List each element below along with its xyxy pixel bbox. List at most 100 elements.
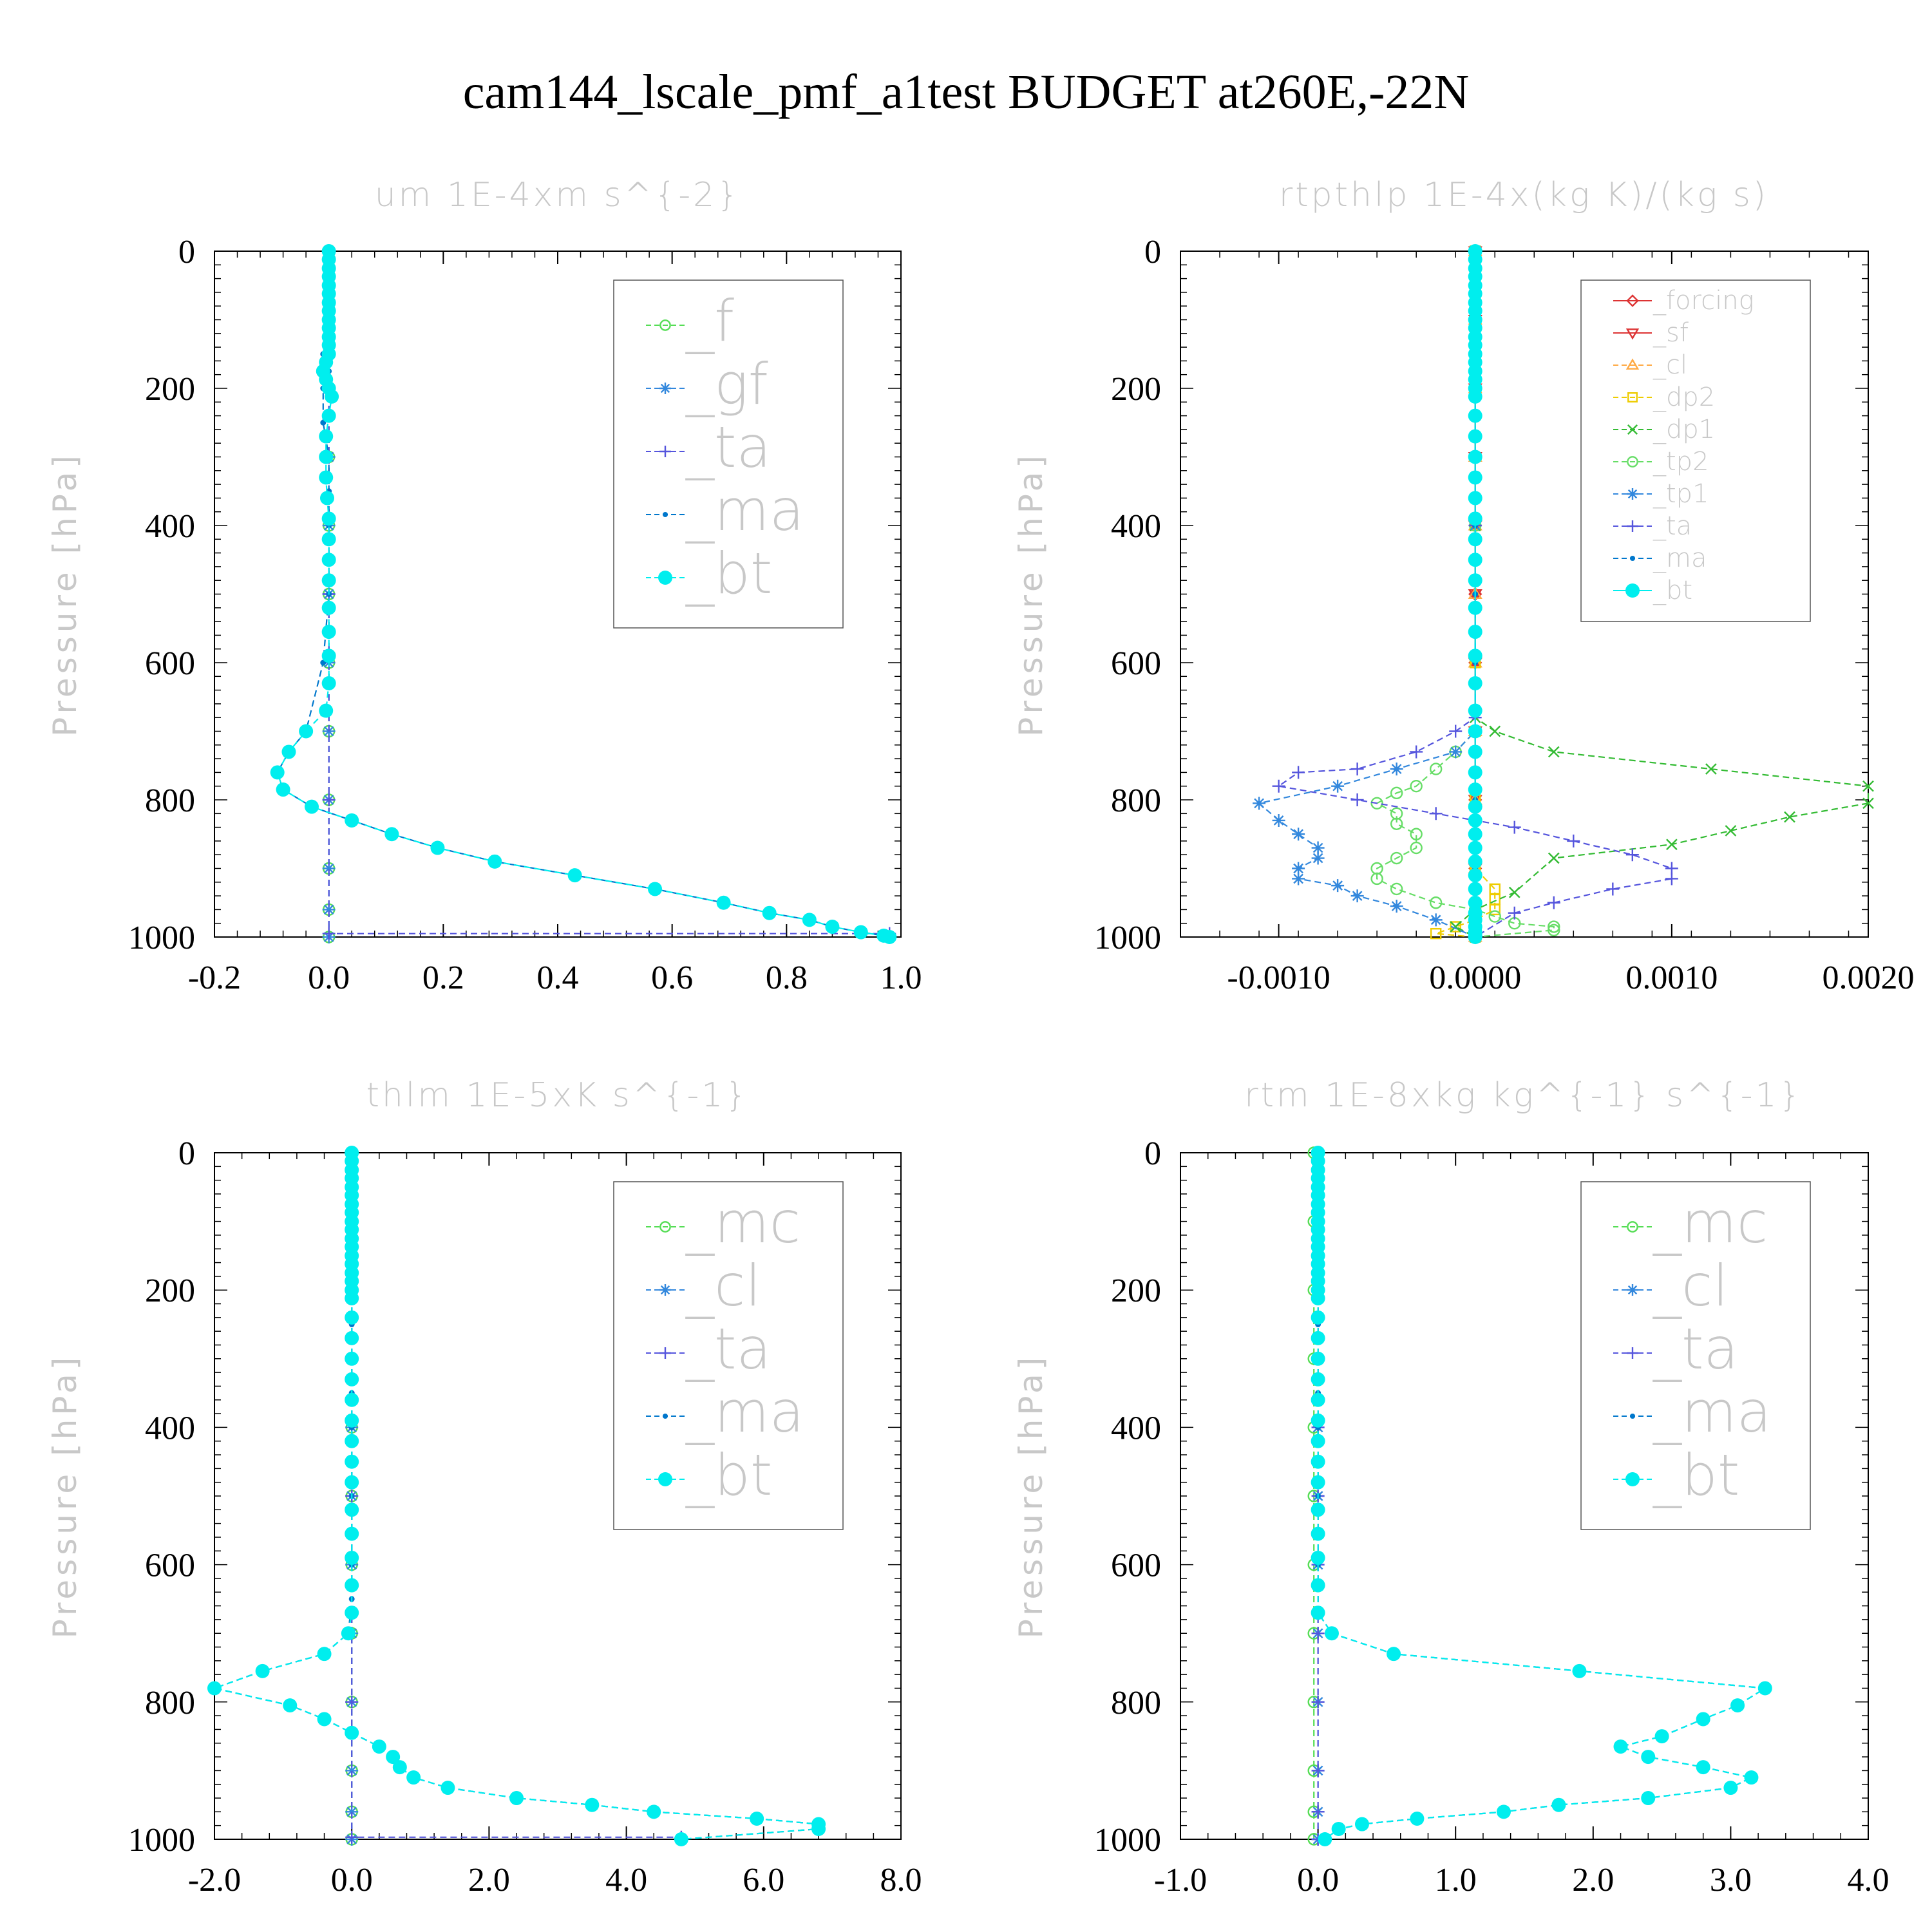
- data-point-tp1: [1390, 762, 1403, 776]
- data-point-bt: [1730, 1698, 1745, 1713]
- legend-marker-mc: [659, 1221, 671, 1233]
- data-point-tp1: [1292, 872, 1305, 886]
- data-point-bt: [345, 1310, 359, 1325]
- data-point-bt: [345, 1331, 359, 1345]
- data-point-bt: [1311, 1454, 1325, 1469]
- data-point-bt: [1468, 724, 1482, 739]
- data-point-bt: [509, 1791, 524, 1806]
- series-line-ma: [276, 251, 890, 938]
- y-tick-label: 200: [145, 371, 195, 408]
- data-point-bt: [321, 511, 336, 526]
- y-axis-label: Pressure [hPa]: [1012, 451, 1050, 737]
- data-point-tp2: [1429, 762, 1443, 775]
- legend-label: _ma: [1653, 544, 1707, 573]
- y-tick-label: 800: [145, 1685, 195, 1721]
- legend-marker-tp1: [1627, 488, 1638, 500]
- series-group: [207, 1146, 826, 1846]
- legend-label: _bt: [1653, 1442, 1739, 1508]
- data-point-bt: [345, 1502, 359, 1517]
- data-point-ta: [1272, 779, 1285, 793]
- legend-label: _mc: [1653, 1189, 1768, 1256]
- data-point-ta: [1508, 906, 1521, 920]
- data-point-bt: [319, 470, 334, 485]
- data-point-tp1: [1350, 889, 1364, 903]
- y-tick-label: 1000: [128, 1822, 195, 1859]
- legend-marker-tp2: [1627, 456, 1638, 468]
- data-point-bt: [345, 1550, 359, 1565]
- y-tick-label: 0: [178, 1135, 195, 1172]
- data-point-bt: [321, 573, 336, 588]
- y-tick-label: 600: [1111, 1548, 1161, 1584]
- data-point-bt: [317, 1712, 332, 1727]
- data-point-bt: [1468, 840, 1482, 855]
- x-tick-label: 0.0: [308, 960, 350, 996]
- legend-box: [1580, 279, 1811, 622]
- legend-marker-bt: [1625, 1472, 1640, 1486]
- data-point-bt: [1468, 408, 1482, 423]
- data-point-bt: [305, 799, 319, 814]
- x-tick-label: 3.0: [1710, 1862, 1752, 1899]
- legend-label: _ma: [1653, 1379, 1772, 1445]
- data-point-bt: [1551, 1797, 1566, 1812]
- legend-label: _ma: [685, 477, 804, 544]
- data-point-bt: [585, 1797, 600, 1812]
- legend-marker-ma: [1629, 555, 1636, 562]
- series-line-ma: [212, 1153, 820, 1841]
- x-tick-label: 1.0: [1435, 1862, 1477, 1899]
- data-point-bt: [1311, 1434, 1325, 1448]
- data-point-ta: [1449, 724, 1463, 738]
- data-point-dp1: [1666, 838, 1678, 851]
- series-line-bt: [1317, 1153, 1768, 1840]
- series-line-bt: [276, 251, 890, 938]
- y-tick-label: 800: [1111, 782, 1161, 819]
- data-point-bt: [321, 625, 336, 639]
- x-tick-label: 0.0010: [1625, 960, 1718, 996]
- data-point-bt: [1311, 1372, 1325, 1387]
- data-point-ta: [322, 793, 336, 806]
- data-point-bt: [321, 600, 336, 615]
- data-point-ta: [1311, 1695, 1325, 1709]
- data-point-bt: [750, 1812, 764, 1826]
- data-point-tp1: [1429, 913, 1443, 927]
- data-point-bt: [1468, 625, 1482, 639]
- legend-marker-forcing: [1626, 294, 1639, 307]
- x-tick-label: 2.0: [1572, 1862, 1614, 1899]
- legend-label: _f: [685, 288, 734, 354]
- data-point-bt: [1331, 1822, 1346, 1837]
- data-point-tp2: [1390, 817, 1403, 830]
- y-tick-label: 1000: [128, 920, 195, 956]
- legend-label: _ma: [685, 1379, 804, 1445]
- y-tick-label: 200: [1111, 371, 1161, 408]
- data-point-bt: [1757, 1681, 1772, 1696]
- data-point-bt: [341, 1626, 355, 1641]
- data-point-tp1: [1390, 900, 1403, 913]
- legend-label: _ta: [1653, 511, 1692, 541]
- data-point-bt: [1744, 1770, 1759, 1785]
- series-group: [1253, 243, 1874, 945]
- data-point-bt: [1468, 450, 1482, 464]
- x-tick-label: -2.0: [188, 1862, 241, 1899]
- x-tick-label: 4.0: [605, 1862, 647, 1899]
- data-point-bt: [319, 703, 334, 718]
- legend-label: _dp1: [1653, 415, 1715, 444]
- legend-marker-bt: [658, 1472, 672, 1486]
- data-point-tp2: [1410, 828, 1423, 840]
- data-point-bt: [1311, 1291, 1325, 1305]
- data-point-tp1: [1311, 851, 1325, 865]
- data-point-bt: [1696, 1760, 1710, 1775]
- data-point-bt: [345, 1605, 359, 1620]
- data-point-dp2: [1489, 904, 1501, 916]
- series-line-dp2: [1435, 251, 1496, 938]
- x-tick-label: 1.0: [880, 960, 922, 996]
- data-point-ta: [1350, 762, 1364, 776]
- legend-marker-sf: [1625, 328, 1640, 340]
- data-point-bt: [1468, 532, 1482, 547]
- y-tick-label: 600: [145, 1548, 195, 1584]
- data-point-tp2: [1410, 779, 1423, 793]
- data-point-bt: [1324, 1626, 1339, 1641]
- data-point-bt: [1311, 1526, 1325, 1541]
- series-line-tp2: [1375, 251, 1555, 938]
- data-point-tp2: [1548, 923, 1560, 937]
- data-point-bt: [1468, 511, 1482, 526]
